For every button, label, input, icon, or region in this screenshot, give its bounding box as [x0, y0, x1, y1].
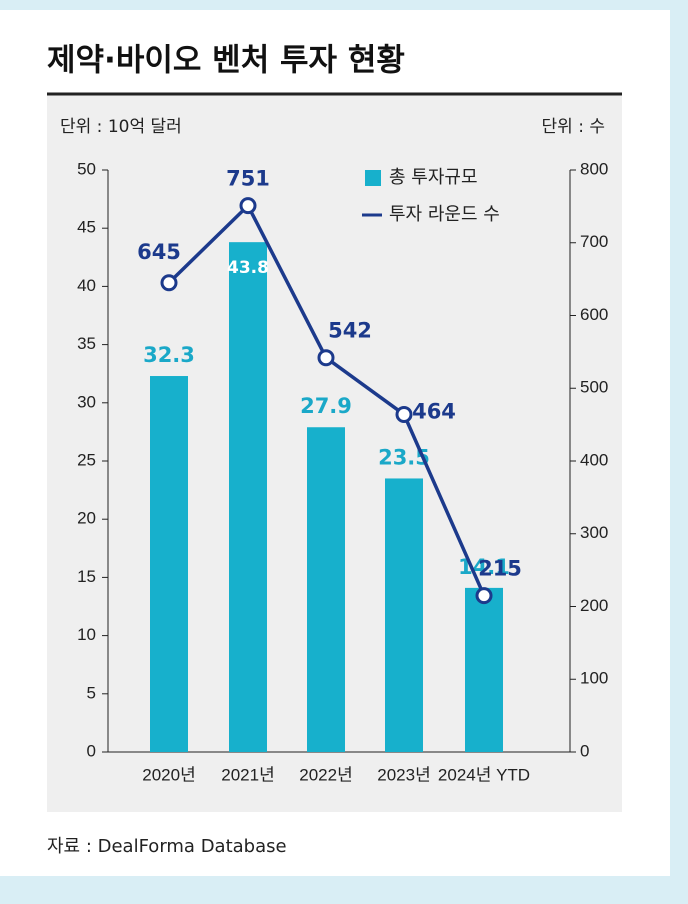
y2-tick-label: 800	[580, 159, 608, 178]
line-marker	[160, 274, 178, 292]
left-unit: 단위 : 10억 달러	[60, 117, 182, 137]
source: 자료 : DealForma Database	[47, 836, 287, 857]
bar-value-label: 32.3	[143, 343, 195, 367]
line-marker	[239, 197, 257, 215]
y2-tick-label: 0	[580, 741, 589, 760]
right-unit: 단위 : 수	[542, 117, 605, 137]
y2-tick-label: 600	[580, 305, 608, 324]
chart-title: 제약·바이오 벤처 투자 현황	[47, 43, 405, 79]
legend-swatch	[365, 170, 381, 186]
bar-value-label: 43.8	[227, 258, 269, 278]
line-value-label: 464	[412, 399, 456, 423]
y2-tick-label: 700	[580, 232, 608, 251]
y-tick-label: 0	[87, 741, 96, 760]
bar	[229, 242, 267, 752]
bar-value-label: 27.9	[300, 394, 352, 418]
bar	[150, 376, 188, 752]
bar	[385, 478, 423, 752]
line-marker	[317, 349, 335, 367]
y-tick-label: 50	[77, 159, 96, 178]
line-value-label: 751	[226, 167, 270, 191]
y-tick-label: 30	[77, 392, 96, 411]
y-tick-label: 10	[77, 625, 96, 644]
line-marker	[475, 587, 493, 605]
x-tick-label: 2020년	[142, 765, 195, 784]
bar	[307, 427, 345, 752]
y-tick-label: 5	[87, 683, 96, 702]
y2-tick-label: 300	[580, 523, 608, 542]
bar	[465, 587, 503, 752]
y-tick-label: 40	[77, 276, 96, 295]
line-value-label: 215	[478, 557, 522, 581]
legend-label: 총 투자규모	[389, 167, 478, 188]
y2-tick-label: 100	[580, 669, 608, 688]
x-tick-label: 2022년	[299, 765, 352, 784]
y-tick-label: 45	[77, 218, 96, 237]
y2-tick-label: 500	[580, 378, 608, 397]
line-value-label: 645	[137, 240, 181, 264]
y-tick-label: 25	[77, 450, 96, 469]
x-tick-label: 2021년	[221, 765, 274, 784]
y2-tick-label: 200	[580, 596, 608, 615]
x-tick-label: 2023년	[377, 765, 430, 784]
y-tick-label: 20	[77, 509, 96, 528]
x-tick-label: 2024년 YTD	[438, 765, 530, 784]
y2-tick-label: 400	[580, 450, 608, 469]
y-tick-label: 15	[77, 567, 96, 586]
y-tick-label: 35	[77, 334, 96, 353]
line-marker	[395, 405, 413, 423]
legend-label: 투자 라운드 수	[389, 204, 500, 225]
line-value-label: 542	[328, 319, 372, 343]
